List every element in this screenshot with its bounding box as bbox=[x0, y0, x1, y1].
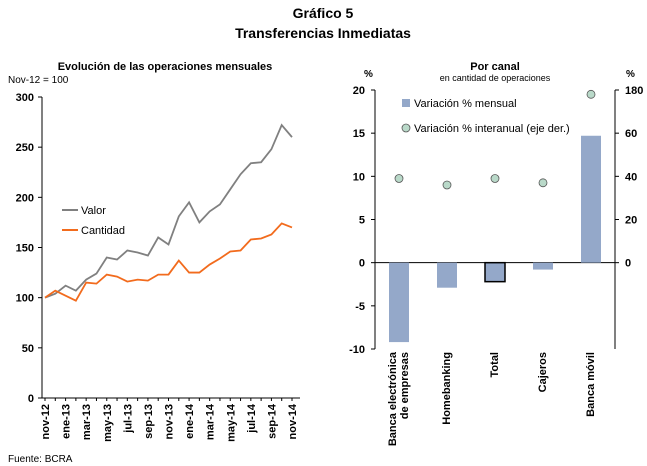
legend-label: Variación % interanual (eje der.) bbox=[414, 123, 570, 135]
scatter-point bbox=[538, 178, 548, 188]
y2-tick-label: 20 bbox=[625, 215, 637, 227]
x-tick-label: ene-13 bbox=[61, 404, 73, 439]
y2-tick-label: 180 bbox=[625, 85, 643, 97]
legend-label: Cantidad bbox=[81, 225, 125, 237]
y-tick-label: 15 bbox=[353, 128, 365, 140]
x-tick-label: Cajeros bbox=[537, 352, 549, 393]
y2-tick-label: 40 bbox=[625, 171, 637, 183]
bar bbox=[484, 261, 506, 283]
legend-label: Variación % mensual bbox=[414, 98, 517, 110]
x-tick-label: mar-13 bbox=[81, 404, 93, 440]
legend-swatch bbox=[401, 123, 411, 133]
y-tick-label: 0 bbox=[359, 258, 365, 270]
y2-axis-label: % bbox=[626, 69, 635, 80]
y-tick-label: 300 bbox=[16, 92, 34, 104]
source: Fuente: BCRA bbox=[8, 454, 73, 465]
y-axis-label: Nov-12 = 100 bbox=[8, 75, 69, 86]
bar bbox=[389, 262, 409, 343]
figure-title: Gráfico 5 bbox=[293, 5, 354, 21]
y-tick-label: -10 bbox=[349, 344, 365, 356]
y-tick-label: -5 bbox=[355, 301, 365, 313]
y-tick-label: 50 bbox=[22, 343, 34, 355]
x-tick-label: Banca electrónica de empresas bbox=[387, 352, 411, 447]
x-tick-label: jul-13 bbox=[122, 404, 134, 434]
y2-tick-label: 60 bbox=[625, 128, 637, 140]
x-tick-label: sep-14 bbox=[266, 403, 278, 439]
x-tick-label: jul-14 bbox=[246, 403, 258, 434]
chart-title: Evolución de las operaciones mensuales bbox=[58, 61, 273, 73]
x-tick-label: Homebanking bbox=[441, 352, 453, 425]
bar bbox=[581, 135, 601, 263]
scatter-point bbox=[490, 174, 500, 183]
y2-tick-label: 0 bbox=[625, 258, 631, 270]
scatter-point bbox=[394, 174, 404, 183]
x-tick-label: Banca móvil bbox=[585, 352, 597, 417]
x-tick-label: nov-12 bbox=[40, 404, 52, 439]
chart-title: Por canal bbox=[470, 61, 520, 73]
x-tick-label: Total bbox=[489, 352, 501, 378]
y-tick-label: 20 bbox=[353, 85, 365, 97]
chart-subtitle: en cantidad de operaciones bbox=[440, 73, 551, 83]
x-tick-label: mar-14 bbox=[205, 403, 217, 440]
y-tick-label: 150 bbox=[16, 243, 34, 255]
figure-subtitle: Transferencias Inmediatas bbox=[235, 25, 411, 41]
x-tick-label: nov-13 bbox=[164, 404, 176, 439]
y-tick-label: 0 bbox=[28, 393, 34, 405]
scatter-point bbox=[442, 180, 452, 190]
y-tick-label: 5 bbox=[359, 215, 365, 227]
x-tick-label: sep-13 bbox=[143, 404, 155, 439]
bar bbox=[437, 262, 457, 288]
legend-label: Valor bbox=[81, 205, 106, 217]
x-tick-label: may-13 bbox=[102, 404, 114, 442]
y-tick-label: 100 bbox=[16, 293, 34, 305]
y-tick-label: 10 bbox=[353, 171, 365, 183]
series-line bbox=[44, 123, 293, 299]
scatter-point bbox=[586, 89, 596, 99]
y-tick-label: 200 bbox=[16, 192, 34, 204]
legend-swatch bbox=[402, 99, 410, 107]
x-tick-label: ene-14 bbox=[184, 403, 196, 439]
y-tick-label: 250 bbox=[16, 142, 34, 154]
x-tick-label: nov-14 bbox=[287, 403, 299, 439]
x-tick-label: may-14 bbox=[225, 403, 237, 442]
y-axis-label: % bbox=[364, 69, 373, 80]
series-line bbox=[44, 222, 293, 302]
bar bbox=[533, 262, 553, 270]
